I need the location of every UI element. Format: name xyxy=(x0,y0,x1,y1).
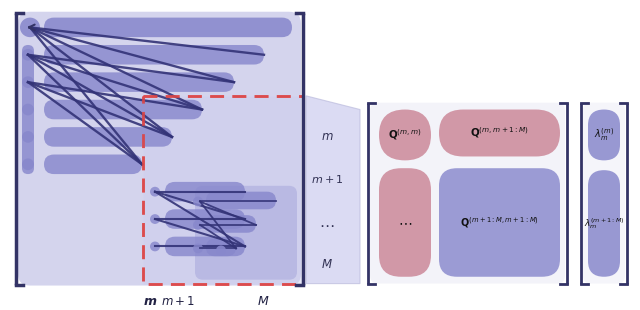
FancyBboxPatch shape xyxy=(165,182,245,202)
Text: $\mathbf{Q}^{(m,m+1:M)}$: $\mathbf{Q}^{(m,m+1:M)}$ xyxy=(470,126,529,140)
Circle shape xyxy=(216,246,226,255)
Text: $\lambda_m^{(m)}$: $\lambda_m^{(m)}$ xyxy=(594,126,614,143)
Bar xyxy=(143,96,303,284)
FancyBboxPatch shape xyxy=(439,168,560,277)
Circle shape xyxy=(193,220,203,230)
FancyBboxPatch shape xyxy=(588,170,620,277)
FancyBboxPatch shape xyxy=(22,45,34,174)
Circle shape xyxy=(22,49,34,61)
Bar xyxy=(143,96,303,284)
FancyBboxPatch shape xyxy=(44,72,234,92)
FancyBboxPatch shape xyxy=(44,45,264,64)
Text: $M$: $M$ xyxy=(257,295,269,308)
FancyBboxPatch shape xyxy=(206,239,236,256)
FancyBboxPatch shape xyxy=(588,109,620,160)
Text: $\boldsymbol{m}$: $\boldsymbol{m}$ xyxy=(143,295,157,308)
Circle shape xyxy=(22,158,34,170)
Circle shape xyxy=(22,131,34,143)
FancyBboxPatch shape xyxy=(206,215,256,233)
FancyBboxPatch shape xyxy=(206,192,276,209)
Circle shape xyxy=(193,197,203,206)
FancyBboxPatch shape xyxy=(379,109,431,160)
Text: $\lambda_m^{(m+1:M)}$: $\lambda_m^{(m+1:M)}$ xyxy=(584,216,625,231)
Text: $\mathbf{Q}^{(m,m)}$: $\mathbf{Q}^{(m,m)}$ xyxy=(388,127,422,142)
FancyBboxPatch shape xyxy=(195,186,297,280)
FancyBboxPatch shape xyxy=(18,12,301,286)
FancyBboxPatch shape xyxy=(165,209,245,229)
Circle shape xyxy=(150,241,160,251)
Circle shape xyxy=(22,104,34,115)
FancyBboxPatch shape xyxy=(44,100,202,119)
Circle shape xyxy=(150,187,160,197)
Circle shape xyxy=(193,244,203,253)
Text: $m$: $m$ xyxy=(321,131,333,144)
Circle shape xyxy=(20,18,40,37)
FancyBboxPatch shape xyxy=(439,109,560,157)
FancyBboxPatch shape xyxy=(379,168,431,277)
FancyBboxPatch shape xyxy=(44,127,172,147)
FancyBboxPatch shape xyxy=(370,103,565,284)
Text: $\cdots$: $\cdots$ xyxy=(398,215,412,229)
Polygon shape xyxy=(306,96,360,284)
FancyBboxPatch shape xyxy=(165,237,245,256)
Text: $m+1$: $m+1$ xyxy=(161,295,195,308)
Text: $m+1$: $m+1$ xyxy=(311,173,343,185)
FancyBboxPatch shape xyxy=(583,103,625,284)
Circle shape xyxy=(150,214,160,224)
Circle shape xyxy=(22,76,34,88)
Text: $\cdots$: $\cdots$ xyxy=(319,217,335,232)
Text: $\mathbf{Q}^{(m+1:M,m+1:M)}$: $\mathbf{Q}^{(m+1:M,m+1:M)}$ xyxy=(460,215,539,230)
FancyBboxPatch shape xyxy=(44,18,292,37)
Text: $M$: $M$ xyxy=(321,258,333,271)
FancyBboxPatch shape xyxy=(44,154,142,174)
